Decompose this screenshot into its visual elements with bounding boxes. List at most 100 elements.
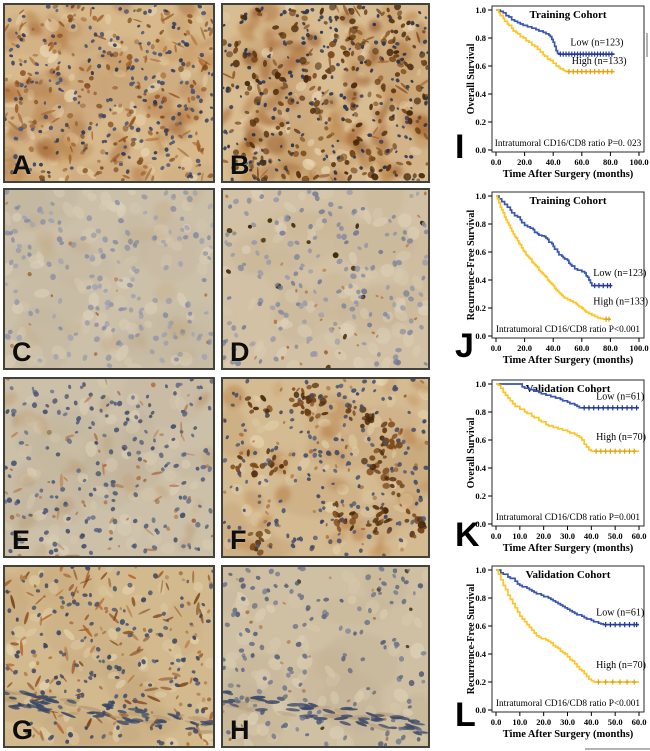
y-tick-label: 0.6 (475, 61, 486, 71)
panel-letter: F (230, 525, 247, 555)
series-label: Low (n=123) (593, 268, 646, 279)
x-tick-label: 60.0 (632, 531, 647, 541)
x-tick-label: 20.0 (517, 343, 532, 353)
panel-letter: K (455, 516, 480, 554)
x-tick-label: 60.0 (574, 343, 589, 353)
panel-letter: H (230, 715, 250, 745)
y-axis-title: Recurrence-Free Survival (466, 210, 477, 321)
ihc-tissue-image (223, 190, 428, 368)
km-chart-i: 0.0 0.2 0.4 0.6 0.8 1.0 0.0 20.0 40.0 60.0 80.0 100… (430, 0, 650, 190)
ihc-tissue-image (223, 567, 428, 746)
plot-frame (491, 191, 645, 339)
x-tick-label: 40.0 (546, 157, 561, 167)
y-axis-title: Overall Survival (466, 417, 477, 488)
page-edge-artifact (646, 33, 648, 57)
x-tick-label: 40.0 (584, 717, 599, 727)
ihc-panel-e: E (3, 377, 215, 558)
y-tick-label: 1.0 (475, 191, 486, 201)
x-tick-label: 40.0 (546, 343, 561, 353)
panel-letter: B (230, 150, 250, 180)
survival-curve-low (496, 569, 639, 626)
x-tick-label: 30.0 (560, 531, 575, 541)
x-tick-label: 20.0 (536, 531, 551, 541)
chart-title: Training Cohort (529, 9, 606, 21)
pvalue-annotation: Intratumoral CD16/CD8 ratio P<0.001 (496, 699, 641, 709)
ihc-panel-a: A (3, 3, 215, 183)
survival-curve-high (496, 195, 611, 321)
series-label: Low (n=61) (596, 391, 644, 402)
y-tick-label: 1.0 (475, 565, 486, 575)
x-tick-label: 20.0 (517, 157, 532, 167)
series-label: High (n=70) (596, 432, 646, 443)
x-tick-label: 10.0 (512, 717, 527, 727)
y-tick-label: 0.0 (475, 145, 486, 155)
ihc-tissue-image (5, 567, 213, 746)
ihc-panel-g: G (3, 565, 215, 748)
ihc-panel-h: H (221, 565, 430, 748)
panel-letter: C (12, 337, 32, 367)
x-axis-title: Time After Surgery (months) (503, 355, 634, 366)
x-axis-title: Time After Surgery (months) (503, 543, 634, 554)
km-chart-k: 0.0 0.2 0.4 0.6 0.8 1.0 0.0 10.0 20.0 30.0 40.0 50.… (430, 374, 650, 564)
y-tick-label: 0.6 (475, 247, 486, 257)
y-tick-label: 0.0 (475, 331, 486, 341)
km-plot-recurrence-free-survival-training: 0.0 0.2 0.4 0.6 0.8 1.0 0.0 20.0 40.0 60.0 80.0 100… (466, 191, 649, 366)
ihc-panel-b: B (221, 3, 430, 183)
y-tick-label: 0.6 (475, 621, 486, 631)
series-label: High (n=133) (572, 56, 627, 67)
km-plot-overall-survival-validation: 0.0 0.2 0.4 0.6 0.8 1.0 0.0 10.0 20.0 30.0 40.0 50.… (466, 379, 647, 554)
km-chart-l: 0.0 0.2 0.4 0.6 0.8 1.0 0.0 10.0 20.0 30.0 40.0 50.… (430, 560, 650, 750)
series-label: Low (n=61) (596, 608, 644, 619)
km-plot-recurrence-free-survival-validation: 0.0 0.2 0.4 0.6 0.8 1.0 0.0 10.0 20.0 30.0 40.0 50.… (466, 565, 647, 740)
survival-curve-low (496, 383, 639, 409)
y-tick-label: 0.8 (475, 407, 486, 417)
y-tick-label: 0.8 (475, 33, 486, 43)
x-axis-title: Time After Surgery (months) (503, 169, 634, 180)
ihc-tissue-image (5, 379, 213, 556)
panel-letter: D (230, 337, 250, 367)
ihc-panel-c: C (3, 188, 215, 370)
x-tick-label: 50.0 (608, 531, 623, 541)
y-tick-label: 0.0 (475, 705, 486, 715)
x-tick-label: 10.0 (512, 531, 527, 541)
y-tick-label: 0.4 (475, 89, 486, 99)
ihc-panel-f: F (221, 377, 430, 558)
x-tick-label: 100.0 (629, 157, 648, 167)
survival-curve-high (496, 569, 639, 683)
x-tick-label: 0.0 (491, 531, 502, 541)
series-label: Low (n=123) (570, 38, 623, 49)
ihc-tissue-image (5, 190, 213, 368)
panel-letter: J (455, 327, 474, 365)
y-tick-label: 0.4 (475, 463, 486, 473)
x-tick-label: 100.0 (629, 343, 648, 353)
chart-title: Training Cohort (529, 195, 606, 207)
y-tick-label: 1.0 (475, 5, 486, 15)
y-tick-label: 1.0 (475, 379, 486, 389)
x-tick-label: 60.0 (632, 717, 647, 727)
survival-curve-high (496, 9, 615, 73)
x-tick-label: 80.0 (603, 157, 618, 167)
y-tick-label: 0.4 (475, 275, 486, 285)
y-tick-label: 0.6 (475, 435, 486, 445)
chart-title: Validation Cohort (526, 569, 611, 581)
x-tick-label: 30.0 (560, 717, 575, 727)
y-tick-label: 0.2 (475, 303, 486, 313)
ihc-tissue-image (5, 5, 213, 181)
survival-curve-low (496, 9, 615, 55)
x-tick-label: 0.0 (491, 343, 502, 353)
ihc-tissue-image (223, 5, 428, 181)
panel-letter: A (12, 150, 32, 180)
y-tick-label: 0.2 (475, 491, 486, 501)
survival-curve-high (496, 383, 639, 453)
panel-letter: G (12, 715, 34, 745)
y-axis-title: Overall Survival (466, 43, 477, 114)
x-tick-label: 40.0 (584, 531, 599, 541)
page-edge-artifact (585, 748, 650, 750)
survival-curve-low (496, 195, 612, 287)
panel-letter: E (12, 525, 31, 555)
km-chart-j: 0.0 0.2 0.4 0.6 0.8 1.0 0.0 20.0 40.0 60.0 80.0 100… (430, 186, 650, 376)
x-tick-label: 20.0 (536, 717, 551, 727)
chart-title: Validation Cohort (526, 383, 611, 395)
panel-letter: I (455, 128, 465, 166)
